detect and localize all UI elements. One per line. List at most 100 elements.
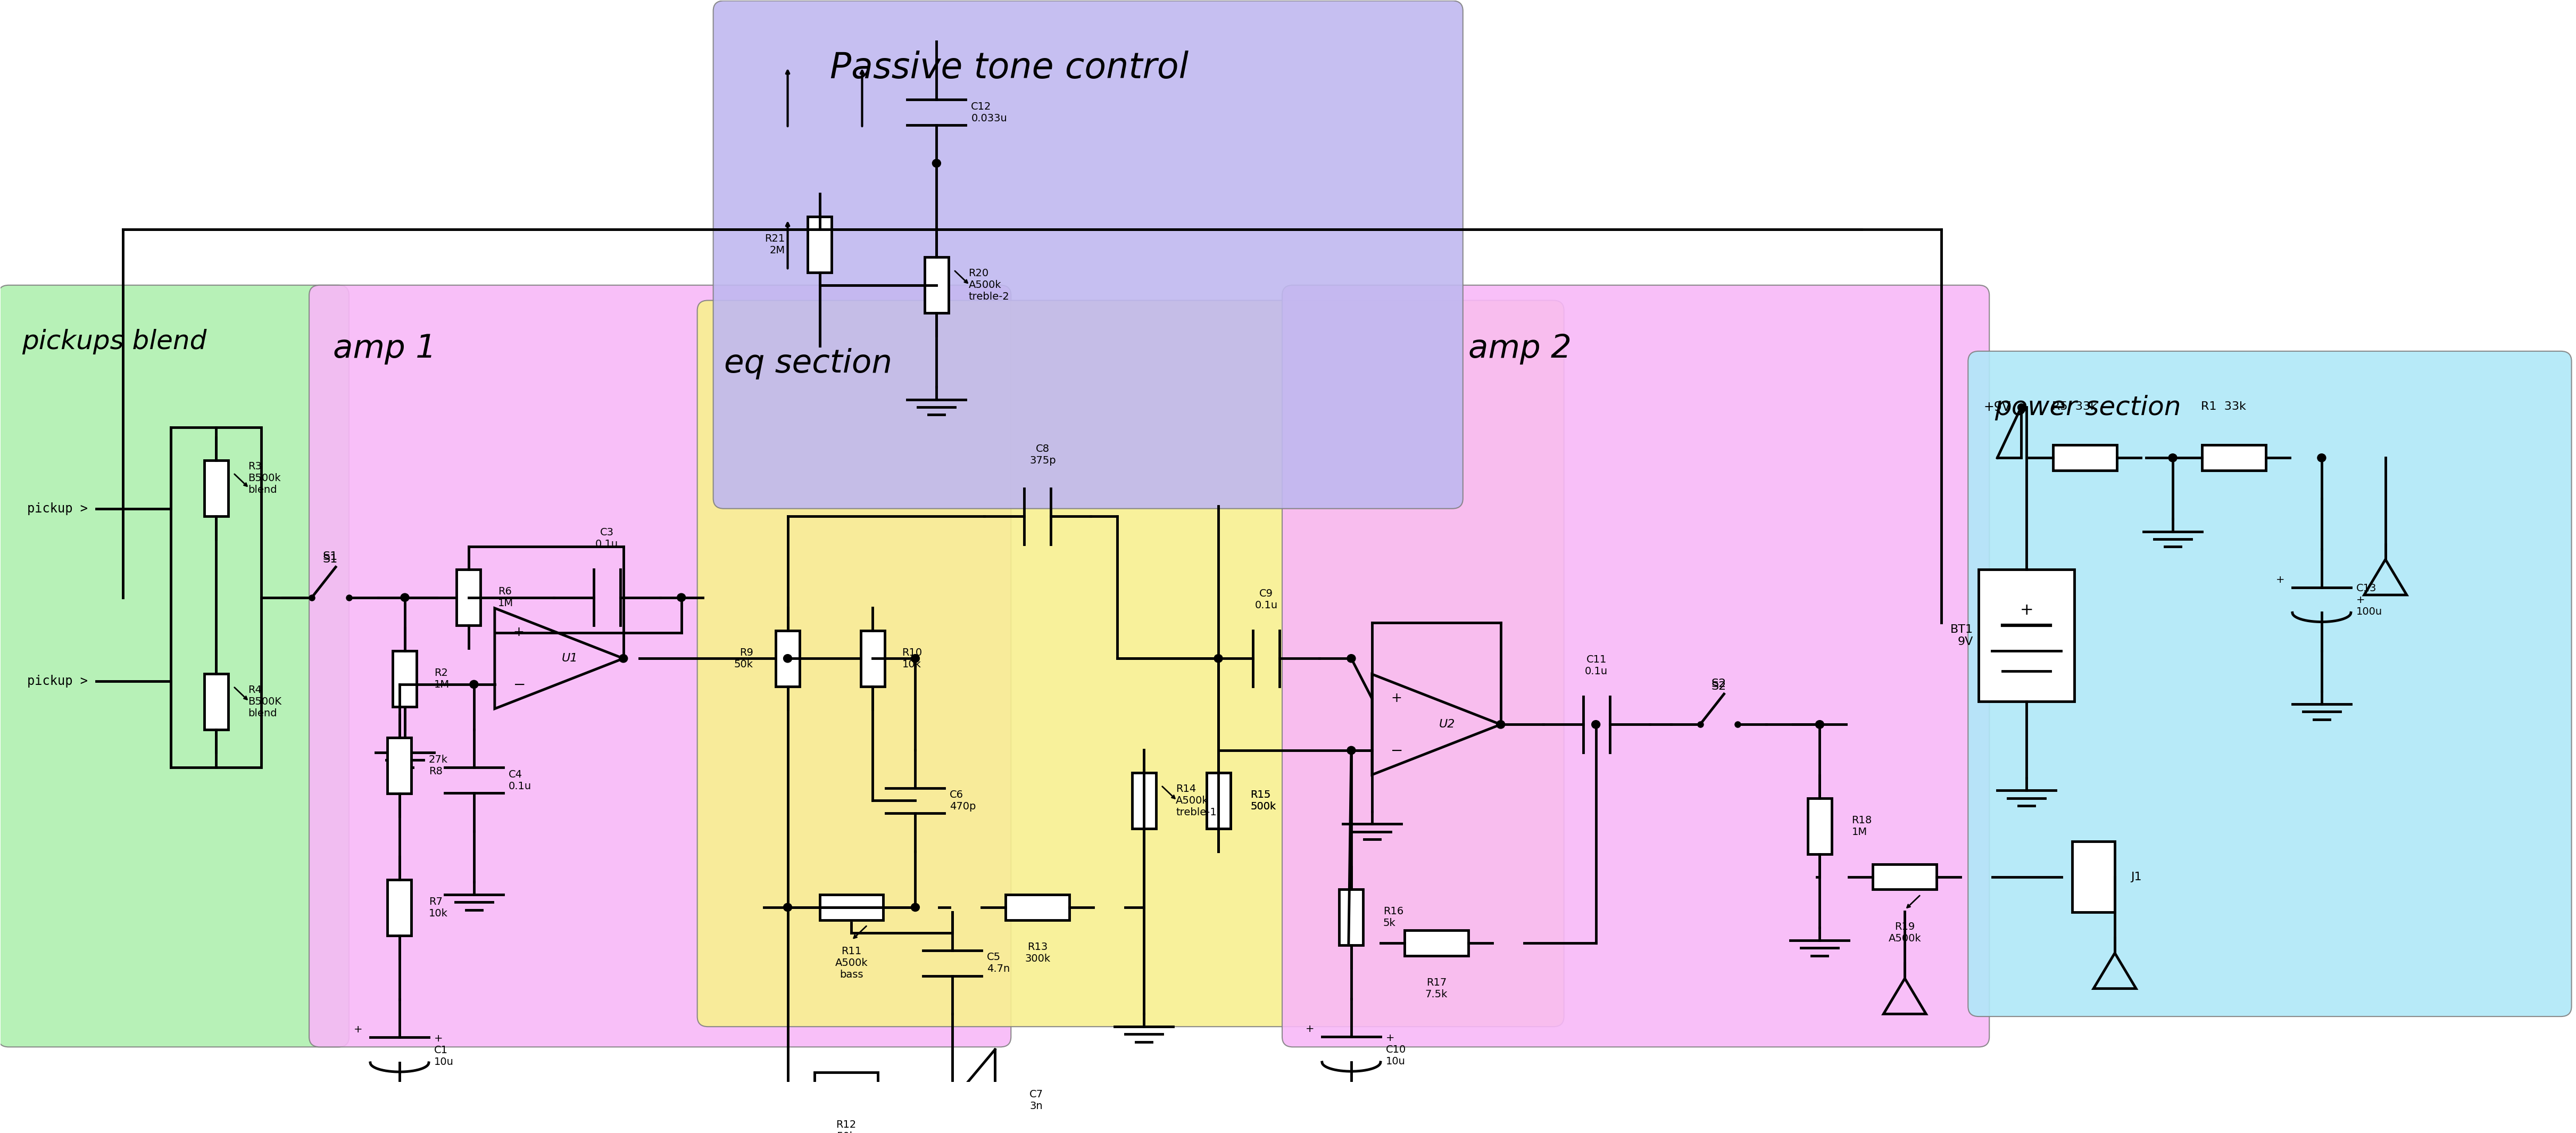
Circle shape [1347, 655, 1355, 663]
FancyBboxPatch shape [1283, 286, 1989, 1047]
Text: R6
1M: R6 1M [497, 587, 513, 608]
Circle shape [1592, 721, 1600, 729]
Text: pickup >: pickup > [28, 502, 88, 516]
Text: R10
10k: R10 10k [902, 648, 922, 670]
Circle shape [2169, 454, 2177, 462]
Bar [204, 674, 229, 730]
Text: +: + [2275, 574, 2285, 585]
Circle shape [783, 903, 791, 911]
Bar [1206, 773, 1231, 828]
Circle shape [933, 160, 940, 168]
Text: S1: S1 [322, 554, 337, 564]
Text: R15
500k: R15 500k [1249, 790, 1275, 811]
FancyBboxPatch shape [0, 286, 348, 1047]
Text: +
C10
10u: + C10 10u [1386, 1033, 1406, 1066]
Text: R7
10k: R7 10k [428, 897, 448, 919]
Text: C5
4.7n: C5 4.7n [987, 952, 1010, 974]
Bar [1005, 895, 1069, 920]
Text: +: + [353, 1024, 363, 1034]
Bar [809, 216, 832, 272]
Bar [925, 257, 948, 313]
Text: C12
0.033u: C12 0.033u [971, 102, 1007, 123]
Text: R16
5k: R16 5k [1383, 906, 1404, 928]
Text: eq section: eq section [724, 348, 891, 380]
Text: S1: S1 [322, 552, 337, 562]
Circle shape [402, 594, 410, 602]
Text: R2
1M: R2 1M [435, 667, 451, 690]
Text: S2: S2 [1710, 679, 1726, 689]
Circle shape [618, 655, 629, 663]
Text: power section: power section [1994, 395, 2182, 420]
Bar [386, 738, 412, 793]
Text: BT1
9V: BT1 9V [1950, 624, 1973, 647]
Bar [819, 895, 884, 920]
Text: R1  33k: R1 33k [2200, 401, 2246, 412]
Text: C7
3n: C7 3n [1030, 1090, 1043, 1111]
Circle shape [912, 903, 920, 911]
Text: R19
A500k: R19 A500k [1888, 922, 1922, 944]
Text: R3
B500k
blend: R3 B500k blend [247, 461, 281, 495]
Text: R15
500k: R15 500k [1249, 790, 1275, 811]
Bar [2202, 445, 2267, 470]
Text: R11
A500k
bass: R11 A500k bass [835, 946, 868, 980]
Text: +: + [2020, 603, 2032, 617]
Text: pickups blend: pickups blend [23, 329, 206, 355]
Bar [775, 630, 799, 687]
Text: R14
A500k
treble-1: R14 A500k treble-1 [1175, 784, 1216, 817]
Circle shape [1347, 747, 1355, 755]
Text: 27k
R8: 27k R8 [428, 755, 448, 776]
Text: R21
2M: R21 2M [765, 233, 786, 255]
Bar [394, 650, 417, 707]
Bar [1206, 773, 1231, 828]
Bar [814, 1072, 878, 1098]
Text: R18
1M: R18 1M [1852, 815, 1873, 837]
Text: C13
+
100u: C13 + 100u [2357, 583, 2383, 616]
Text: C8
375p: C8 375p [1030, 444, 1056, 466]
Text: amp 1: amp 1 [332, 333, 435, 365]
Text: C11
0.1u: C11 0.1u [1584, 655, 1607, 676]
Text: J1: J1 [2130, 871, 2141, 883]
Text: C6
470p: C6 470p [951, 790, 976, 811]
Bar [456, 570, 482, 625]
Bar [1404, 930, 1468, 955]
Text: +: + [1391, 692, 1401, 705]
Text: R13
300k: R13 300k [1025, 943, 1051, 964]
Circle shape [783, 655, 791, 663]
Circle shape [469, 680, 479, 689]
Text: U1: U1 [562, 653, 577, 664]
Text: S2: S2 [1710, 681, 1726, 692]
FancyBboxPatch shape [309, 286, 1010, 1047]
Text: R4
B500K
blend: R4 B500K blend [247, 684, 281, 718]
Circle shape [912, 655, 920, 663]
Text: R9
50k: R9 50k [734, 648, 752, 670]
Text: +
C1
10u: + C1 10u [435, 1033, 453, 1067]
Text: pickup >: pickup > [28, 675, 88, 688]
Bar [204, 460, 229, 517]
Circle shape [1497, 721, 1504, 729]
Bar [386, 880, 412, 936]
Text: +: + [513, 625, 526, 639]
Text: R12
50k: R12 50k [837, 1119, 855, 1133]
Bar [1808, 798, 1832, 854]
FancyBboxPatch shape [1968, 351, 2571, 1016]
Text: U2: U2 [1440, 719, 1455, 730]
Text: amp 2: amp 2 [1468, 333, 1571, 365]
Bar [2053, 445, 2117, 470]
FancyBboxPatch shape [698, 300, 1564, 1026]
Text: −: − [1391, 743, 1404, 758]
Text: +9V: +9V [1984, 401, 2012, 414]
Circle shape [677, 594, 685, 602]
Bar [860, 630, 884, 687]
Circle shape [1816, 721, 1824, 729]
Text: Passive tone control: Passive tone control [829, 51, 1190, 86]
Bar [170, 427, 260, 768]
Circle shape [2318, 454, 2326, 462]
Circle shape [1213, 655, 1224, 663]
Bar [1340, 889, 1363, 945]
Text: R5  33k: R5 33k [2050, 401, 2097, 412]
Text: C4
0.1u: C4 0.1u [507, 769, 531, 791]
Text: C3
0.1u: C3 0.1u [595, 528, 618, 550]
Text: R17
7.5k: R17 7.5k [1425, 978, 1448, 999]
Text: C9
0.1u: C9 0.1u [1255, 588, 1278, 611]
Bar [1131, 773, 1157, 828]
